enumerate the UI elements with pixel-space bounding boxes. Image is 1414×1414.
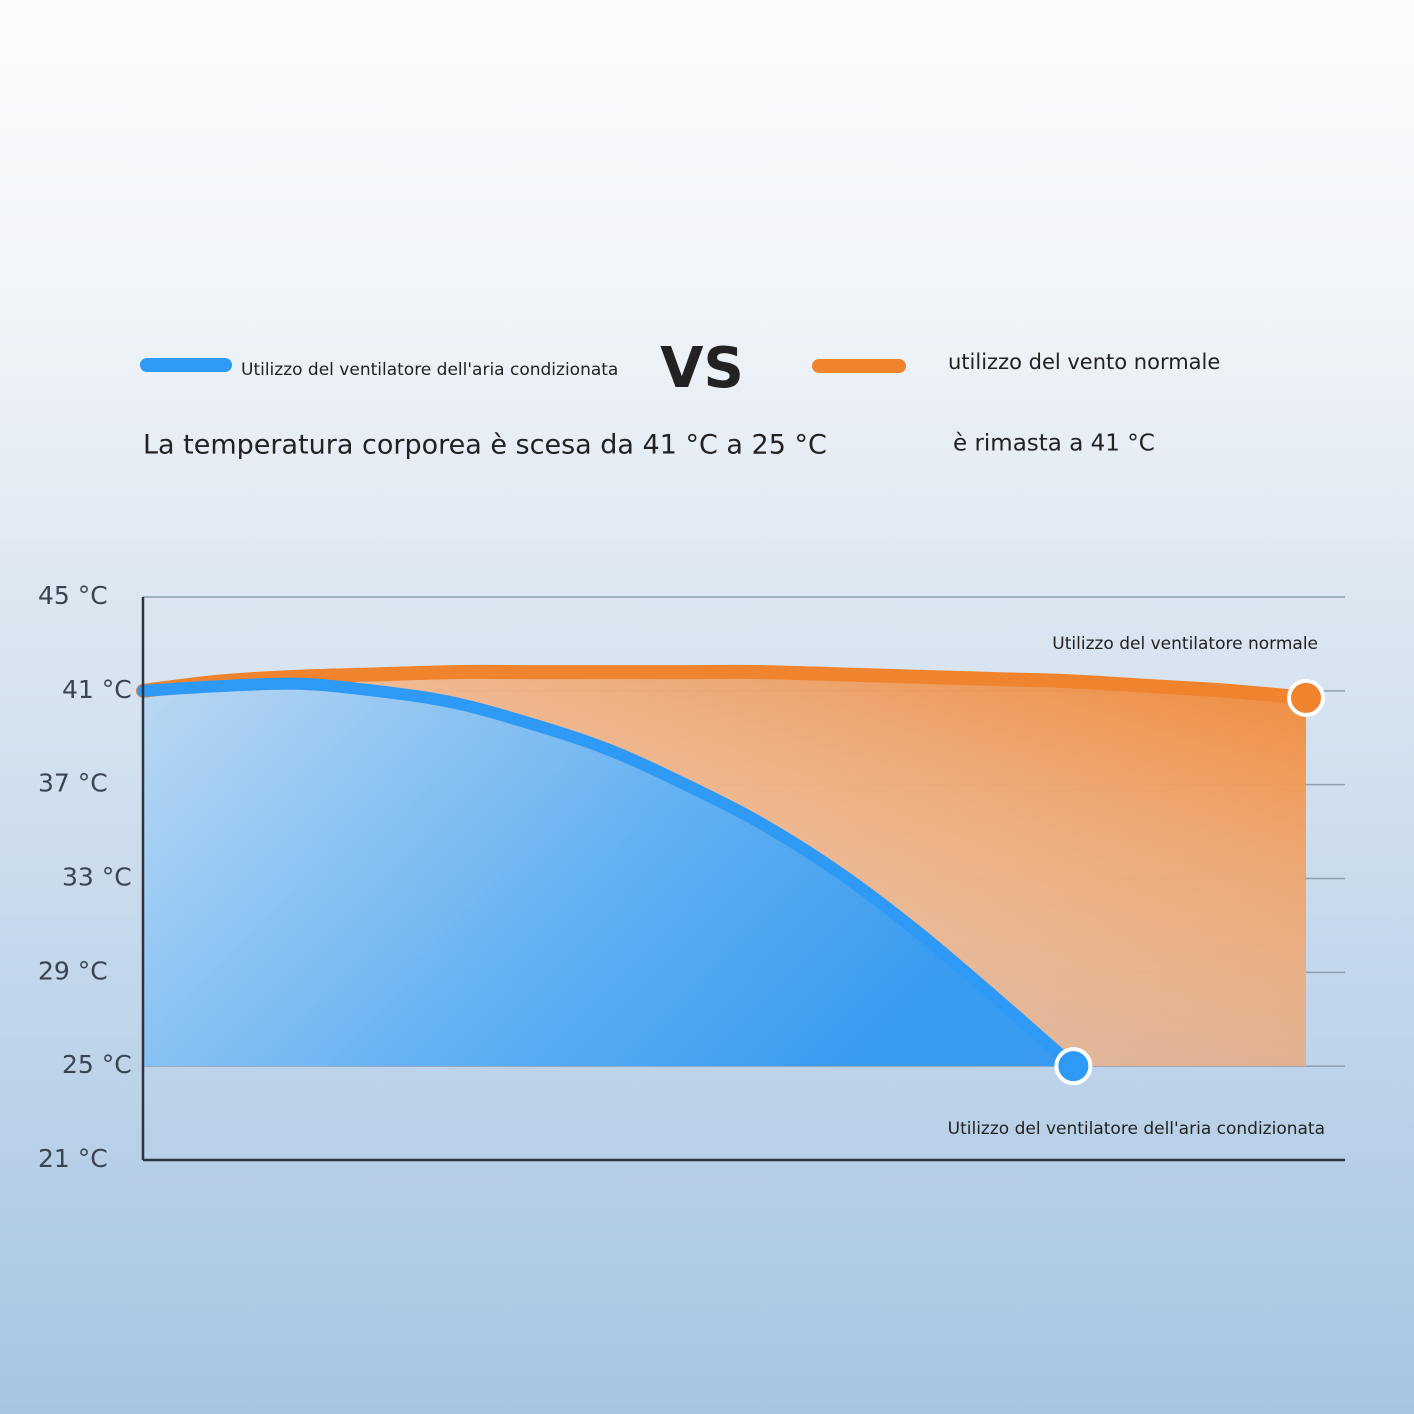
y-tick-label: 41 °C [62,675,132,704]
y-tick-label: 37 °C [38,769,108,798]
series-line [136,664,1313,705]
legend-swatch [812,359,906,373]
legend-label: Utilizzo del ventilatore dell'aria condi… [241,360,618,380]
y-tick-label: 33 °C [62,863,132,892]
y-tick-label: 25 °C [62,1050,132,1079]
subtitle: è rimasta a 41 °C [953,431,1155,457]
plot: 45 °C 41 °C 37 °C 33 °C 29 °C 25 °C 21 °C Utili… [38,581,1345,1173]
series-line [137,677,1080,1073]
end-marker [1287,678,1325,717]
vs-title: VS [660,336,744,401]
end-marker [1054,1047,1093,1086]
area-fill [143,683,1074,1067]
y-tick-label: 29 °C [38,956,108,985]
subtitle: La temperatura corporea è scesa da 41 °C… [143,430,827,461]
annotation: Utilizzo del ventilatore dell'aria condi… [948,1119,1325,1139]
annotation: Utilizzo del ventilatore normale [1052,634,1318,654]
y-tick-label: 21 °C [38,1144,108,1173]
y-tick-label: 45 °C [38,581,108,610]
legend-swatch [140,358,232,372]
legend-label: utilizzo del vento normale [948,350,1220,374]
